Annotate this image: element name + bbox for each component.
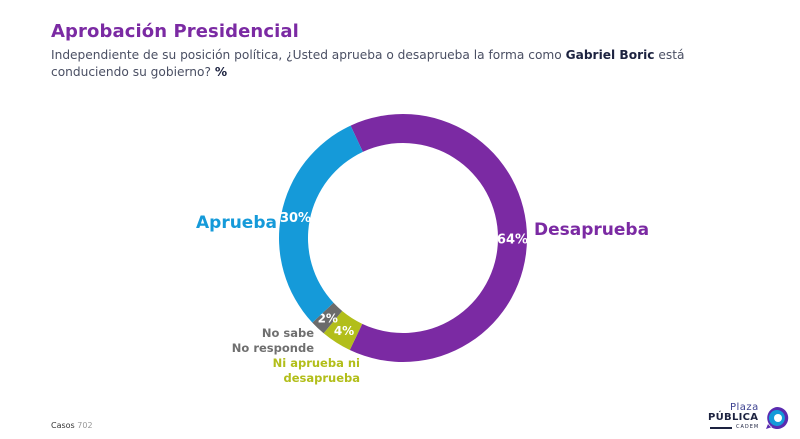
legend-label-no-sabe: No sabe No responde — [230, 326, 314, 356]
logo-text-plaza: Plaza — [730, 402, 759, 413]
donut-value-label-nosabe: 2% — [318, 312, 338, 326]
page-title: Aprobación Presidencial — [51, 21, 299, 42]
subtitle-president-name: Gabriel Boric — [565, 48, 655, 62]
donut-slice-desaprueba — [349, 114, 527, 362]
legend-label-aprueba: Aprueba — [196, 213, 277, 233]
legend-label-ni-line1: Ni aprueba ni — [272, 356, 360, 370]
legend-label-desaprueba: Desaprueba — [534, 220, 650, 240]
donut-value-label-ni: 4% — [334, 324, 354, 338]
donut-slice-aprueba — [279, 125, 363, 323]
subtitle-text-1: Independiente de su posición política, ¿… — [51, 48, 566, 62]
legend-label-no-sabe-line2: No responde — [231, 341, 314, 355]
brand-logo: Plaza PÚBLICA CADEM — [708, 402, 789, 433]
donut-value-label-aprueba: 30% — [280, 211, 311, 226]
logo-underline — [710, 427, 732, 429]
speech-bubble-logo-icon — [766, 406, 789, 429]
logo-text-cadem: CADEM — [736, 424, 760, 430]
sample-size-label: Casos — [51, 421, 75, 430]
sample-size: Casos 702 — [51, 421, 93, 430]
question-subtitle: Independiente de su posición política, ¿… — [51, 47, 751, 81]
legend-label-no-sabe-line1: No sabe — [261, 326, 314, 340]
subtitle-text-2: está conduciendo su gobierno? — [51, 48, 685, 79]
donut-value-label-desaprueba: 64% — [497, 232, 528, 247]
sample-size-value: 702 — [77, 421, 93, 430]
legend-label-ni-aprueba: Ni aprueba ni desaprueba — [254, 356, 360, 386]
donut-slice-ni — [323, 310, 363, 351]
donut-slice-nosabe — [312, 302, 343, 334]
legend-label-ni-line2: desaprueba — [283, 371, 360, 385]
subtitle-unit: % — [214, 65, 228, 79]
logo-text-publica: PÚBLICA — [708, 412, 759, 423]
